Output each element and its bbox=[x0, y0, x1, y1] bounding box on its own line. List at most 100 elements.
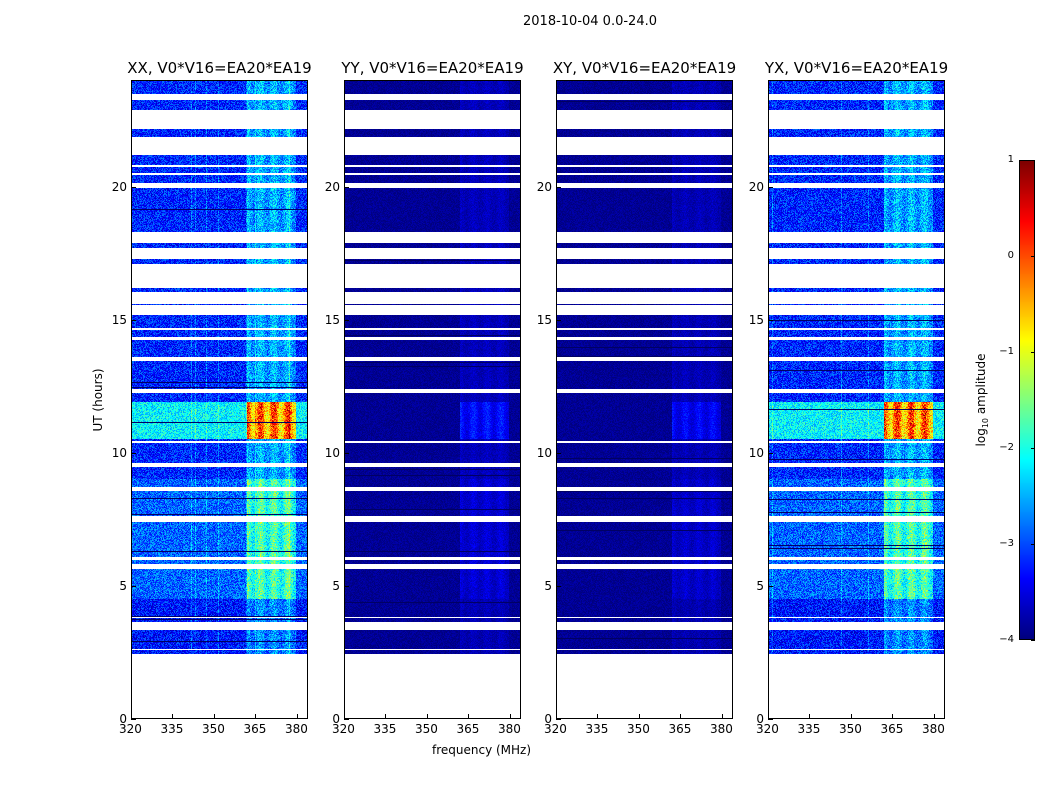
y-tick bbox=[344, 319, 349, 321]
x-tick-label: 365 bbox=[456, 722, 480, 736]
x-tick bbox=[468, 714, 470, 719]
x-tick-label: 380 bbox=[284, 722, 308, 736]
x-tick bbox=[344, 714, 345, 719]
y-tick bbox=[768, 719, 773, 720]
colorbar-tick-label: −2 bbox=[999, 442, 1014, 453]
y-axis-label: UT (hours) bbox=[91, 368, 105, 432]
y-tick-label: 15 bbox=[536, 312, 552, 327]
y-tick-label: 20 bbox=[111, 179, 127, 194]
y-tick-label: 15 bbox=[748, 312, 764, 327]
x-tick bbox=[296, 714, 298, 719]
colorbar-tick-label: −4 bbox=[999, 634, 1014, 645]
colorbar-tick-label: −1 bbox=[999, 346, 1014, 357]
y-tick-label: 5 bbox=[544, 578, 552, 593]
y-tick-label: 0 bbox=[756, 712, 764, 726]
x-tick bbox=[638, 714, 640, 719]
x-tick-label: 320 bbox=[544, 722, 567, 736]
y-tick bbox=[131, 585, 136, 587]
y-tick-label: 10 bbox=[324, 445, 340, 460]
panel-title: XX, V0*V16=EA20*EA19 bbox=[127, 59, 312, 77]
y-tick-label: 5 bbox=[332, 578, 340, 593]
colorbar-tick-label: 1 bbox=[1007, 154, 1014, 165]
heatmap-panel-yx bbox=[768, 80, 945, 719]
x-tick-label: 365 bbox=[880, 722, 904, 736]
y-tick-label: 0 bbox=[332, 712, 340, 726]
x-tick bbox=[933, 714, 935, 719]
y-tick bbox=[344, 585, 349, 587]
x-tick-label: 380 bbox=[709, 722, 733, 736]
y-tick bbox=[556, 319, 561, 321]
x-axis-label: frequency (MHz) bbox=[432, 743, 532, 757]
colorbar-tick-label: −3 bbox=[999, 538, 1014, 549]
colorbar-tick bbox=[1031, 256, 1035, 257]
y-tick bbox=[131, 452, 136, 454]
y-tick-label: 15 bbox=[111, 312, 127, 327]
x-tick bbox=[809, 714, 811, 719]
y-tick-label: 10 bbox=[111, 445, 127, 460]
x-tick-label: 350 bbox=[626, 722, 650, 736]
x-tick-label: 350 bbox=[414, 722, 438, 736]
x-tick-label: 380 bbox=[921, 722, 945, 736]
colorbar-tick bbox=[1031, 448, 1035, 449]
colorbar-tick-label: 0 bbox=[1007, 250, 1014, 261]
x-tick bbox=[426, 714, 428, 719]
y-tick bbox=[768, 186, 773, 188]
y-tick bbox=[556, 186, 561, 188]
x-tick-label: 350 bbox=[201, 722, 225, 736]
panel-title: YX, V0*V16=EA20*EA19 bbox=[764, 59, 949, 77]
y-tick bbox=[556, 452, 561, 454]
y-tick-label: 0 bbox=[544, 712, 552, 726]
y-tick bbox=[344, 719, 349, 720]
y-tick bbox=[131, 319, 136, 321]
heatmap-panel-xy bbox=[556, 80, 733, 719]
y-tick-label: 15 bbox=[324, 312, 340, 327]
x-tick-label: 320 bbox=[119, 722, 142, 736]
colorbar-tick bbox=[1031, 640, 1035, 641]
panel-title: XY, V0*V16=EA20*EA19 bbox=[552, 59, 737, 77]
colorbar-label: log10 amplitude bbox=[973, 353, 991, 447]
x-tick-label: 335 bbox=[797, 722, 821, 736]
y-tick bbox=[556, 585, 561, 587]
y-tick bbox=[768, 452, 773, 454]
x-tick bbox=[721, 714, 723, 719]
y-tick-label: 20 bbox=[324, 179, 340, 194]
x-tick-label: 335 bbox=[160, 722, 184, 736]
x-tick-label: 320 bbox=[332, 722, 355, 736]
heatmap-image bbox=[345, 81, 520, 718]
y-tick bbox=[344, 186, 349, 188]
panel-title: YY, V0*V16=EA20*EA19 bbox=[341, 59, 524, 77]
heatmap-image bbox=[557, 81, 732, 718]
y-tick-label: 20 bbox=[536, 179, 552, 194]
x-tick bbox=[768, 714, 769, 719]
heatmap-image bbox=[132, 81, 307, 718]
x-tick bbox=[385, 714, 387, 719]
x-tick bbox=[255, 714, 257, 719]
colorbar-tick bbox=[1031, 544, 1035, 545]
x-tick bbox=[892, 714, 894, 719]
heatmap-image bbox=[769, 81, 944, 718]
y-tick-label: 10 bbox=[748, 445, 764, 460]
x-tick bbox=[509, 714, 511, 719]
y-tick bbox=[131, 719, 136, 720]
x-tick bbox=[556, 714, 557, 719]
y-tick bbox=[768, 319, 773, 321]
x-tick bbox=[131, 714, 132, 719]
y-tick-label: 5 bbox=[119, 578, 127, 593]
x-tick-label: 365 bbox=[668, 722, 692, 736]
x-tick bbox=[597, 714, 599, 719]
x-tick-label: 365 bbox=[243, 722, 267, 736]
colorbar-tick bbox=[1031, 352, 1035, 353]
x-tick bbox=[172, 714, 174, 719]
x-tick-label: 335 bbox=[585, 722, 609, 736]
heatmap-panel-yy bbox=[344, 80, 521, 719]
x-tick bbox=[850, 714, 852, 719]
x-tick-label: 350 bbox=[838, 722, 862, 736]
x-tick-label: 380 bbox=[497, 722, 521, 736]
y-tick-label: 10 bbox=[536, 445, 552, 460]
colorbar-tick bbox=[1031, 160, 1035, 161]
x-tick-label: 335 bbox=[373, 722, 397, 736]
figure-title: 2018-10-04 0.0-24.0 bbox=[523, 14, 657, 29]
y-tick-label: 0 bbox=[119, 712, 127, 726]
y-tick bbox=[344, 452, 349, 454]
